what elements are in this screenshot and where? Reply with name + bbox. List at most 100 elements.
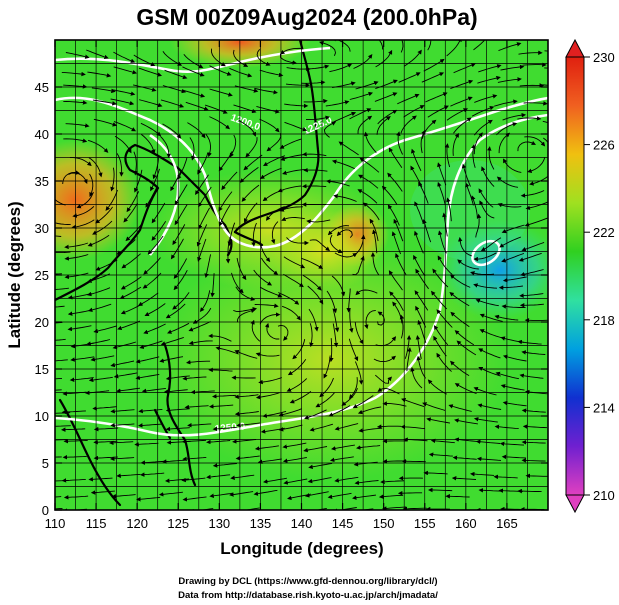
wind-streamline (457, 259, 479, 270)
wind-streamline (475, 213, 482, 238)
wind-streamline (55, 507, 63, 510)
wind-streamline (426, 417, 451, 424)
wind-streamline (140, 460, 165, 465)
wind-streamline (415, 305, 427, 328)
wind-streamline (520, 269, 544, 277)
wind-streamline (114, 135, 132, 154)
wind-streamline (308, 308, 319, 332)
wind-streamline (55, 496, 62, 498)
colorbar-tick-label: 230 (593, 50, 615, 65)
wind-streamline (150, 168, 160, 192)
y-tick-label: 35 (35, 174, 49, 189)
wind-streamline (110, 167, 115, 192)
wind-streamline (184, 404, 209, 410)
wind-streamline (308, 462, 333, 470)
wind-streamline (181, 89, 206, 98)
wind-streamline (221, 171, 238, 191)
wind-streamline (372, 229, 378, 254)
wind-streamline (392, 301, 403, 324)
wind-streamline (302, 151, 327, 157)
wind-streamline (111, 494, 136, 499)
wind-streamline (471, 143, 476, 168)
wind-streamline (61, 478, 86, 483)
credit-data: Data from http://database.rish.kyoto-u.a… (178, 590, 438, 601)
wind-streamline (133, 84, 157, 92)
wind-streamline (346, 288, 351, 313)
wind-streamline (120, 276, 142, 290)
wind-streamline (278, 408, 302, 417)
wind-streamline (236, 422, 261, 428)
wind-streamline (285, 82, 311, 88)
wind-streamline (433, 335, 447, 357)
wind-streamline (477, 75, 501, 84)
wind-streamline (349, 308, 354, 333)
wind-streamline (117, 320, 141, 331)
wind-streamline (414, 230, 424, 254)
wind-streamline (61, 409, 86, 415)
wind-streamline (218, 204, 231, 227)
wind-streamline (397, 490, 423, 496)
wind-streamline (410, 366, 423, 389)
wind-streamline (185, 101, 209, 111)
wind-streamline (266, 133, 282, 152)
wind-streamline (281, 305, 301, 321)
wind-streamline (86, 49, 109, 60)
wind-streamline (517, 339, 542, 345)
wind-streamline (277, 185, 302, 193)
wind-streamline (470, 271, 495, 276)
wind-streamline (92, 406, 117, 411)
wind-streamline (319, 377, 334, 398)
wind-streamline (86, 287, 111, 297)
wind-streamline (63, 138, 88, 143)
wind-streamline (521, 458, 546, 463)
wind-streamline (470, 471, 495, 477)
wind-streamline (151, 202, 166, 224)
wind-streamline (323, 355, 331, 379)
wind-streamline (502, 276, 527, 283)
wind-streamline (250, 319, 261, 342)
wind-streamline (430, 290, 448, 310)
wind-streamline (160, 135, 172, 159)
wind-streamline (309, 323, 314, 348)
wind-streamline (278, 292, 300, 305)
wind-streamline (264, 322, 280, 340)
wind-streamline (162, 85, 187, 94)
wind-streamline (172, 224, 186, 246)
wind-streamline (370, 252, 380, 276)
wind-streamline (172, 292, 190, 310)
wind-streamline (517, 116, 542, 121)
wind-streamline (348, 338, 359, 362)
wind-streamline (323, 121, 337, 138)
contour-1200 (55, 96, 548, 249)
wind-streamline (387, 204, 400, 226)
wind-streamline (163, 389, 188, 394)
wind-streamline (341, 388, 358, 406)
wind-streamline (444, 143, 451, 168)
x-tick-label: 120 (126, 516, 148, 531)
wind-streamline (177, 157, 188, 180)
wind-streamline (260, 286, 283, 298)
wind-streamline (420, 129, 426, 154)
wind-streamline (478, 64, 502, 73)
wind-streamline (473, 132, 483, 155)
wind-streamline (63, 84, 88, 89)
x-tick-label: 130 (208, 516, 230, 531)
wind-streamline (387, 172, 403, 192)
wind-streamline (227, 222, 236, 247)
wind-streamline (475, 439, 501, 444)
wind-streamline (423, 58, 445, 72)
wind-streamline (61, 427, 86, 432)
wind-streamline (89, 173, 94, 197)
wind-streamline (414, 290, 429, 311)
wind-streamline (517, 140, 537, 152)
colorbar-tick-label: 226 (593, 138, 615, 153)
wind-streamline (286, 378, 308, 392)
wind-streamline (352, 255, 365, 276)
x-tick-label: 155 (414, 516, 436, 531)
wind-streamline (331, 444, 355, 451)
wind-streamline (520, 190, 545, 198)
wind-streamline (303, 507, 327, 510)
wind-streamline (287, 358, 307, 376)
x-tick-label: 125 (167, 516, 189, 531)
wind-streamline (255, 352, 280, 357)
